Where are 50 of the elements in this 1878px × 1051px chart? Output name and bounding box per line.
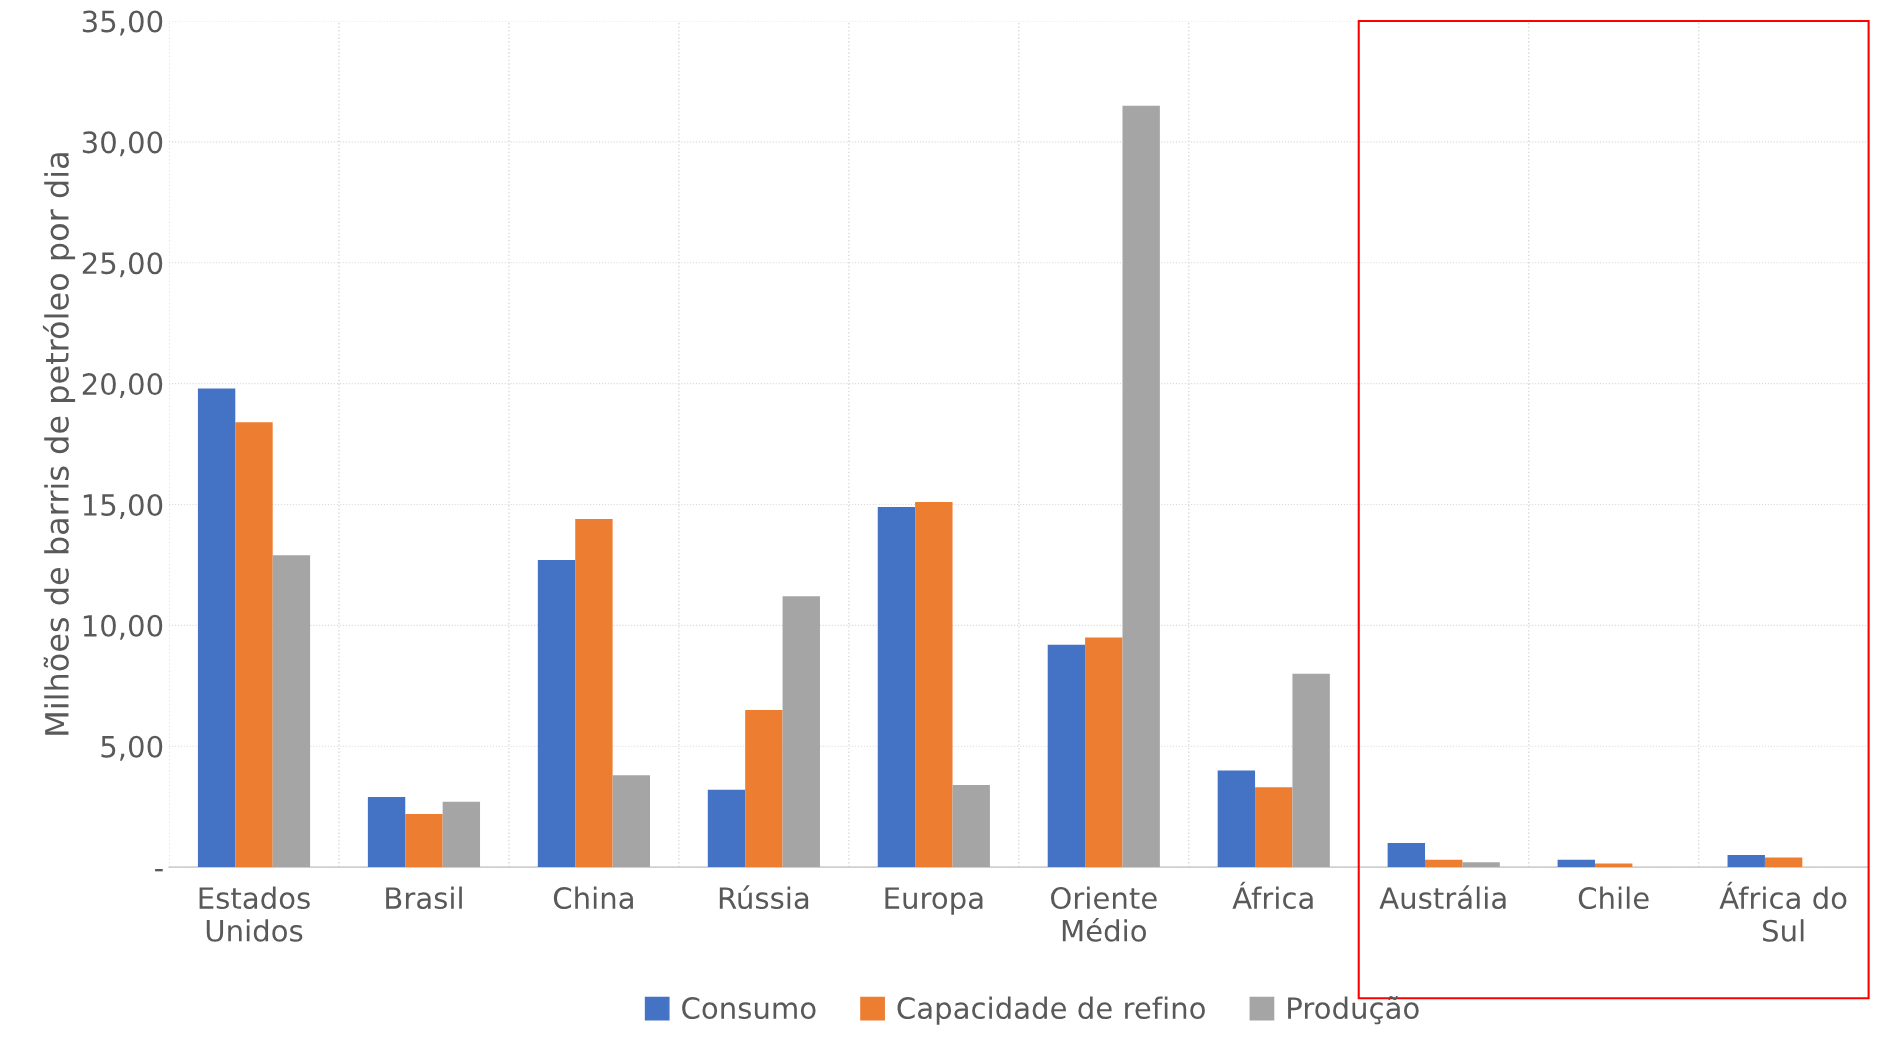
bar bbox=[1727, 854, 1765, 868]
x-tick-label: China bbox=[553, 886, 633, 910]
bar bbox=[745, 709, 783, 868]
x-tick-label: Chile bbox=[1578, 886, 1649, 910]
bar bbox=[367, 796, 406, 868]
y-tick-label: - bbox=[155, 869, 163, 872]
y-tick-label: 5,00 bbox=[101, 735, 163, 761]
bar bbox=[1764, 857, 1803, 868]
bar bbox=[1122, 105, 1160, 868]
bar bbox=[1047, 644, 1086, 868]
x-tick-label: Europa bbox=[885, 887, 983, 915]
x-tick-label: Austrália bbox=[1379, 885, 1506, 910]
y-tick-label: 35,00 bbox=[82, 10, 163, 36]
bar bbox=[782, 596, 820, 868]
bar bbox=[272, 555, 311, 868]
y-tick-label: 25,00 bbox=[82, 252, 163, 278]
x-tick-label: Brasil bbox=[386, 886, 462, 910]
y-tick-label: 10,00 bbox=[83, 614, 163, 640]
bar bbox=[197, 388, 236, 868]
x-tick-label: Oriente Médio bbox=[1051, 886, 1157, 942]
bar bbox=[442, 801, 481, 868]
bar bbox=[1292, 673, 1330, 868]
bar bbox=[1217, 770, 1256, 868]
bar bbox=[1462, 862, 1500, 868]
bar bbox=[915, 502, 953, 868]
bar bbox=[612, 775, 650, 868]
bar bbox=[877, 506, 916, 868]
y-tick-label: 30,00 bbox=[82, 131, 163, 157]
bar bbox=[575, 518, 613, 868]
bar bbox=[1255, 787, 1293, 868]
bar bbox=[1085, 637, 1123, 868]
x-tick-label: África do Sul bbox=[1719, 881, 1847, 942]
x-tick-label: Rússia bbox=[719, 885, 809, 910]
bar bbox=[1557, 859, 1595, 868]
y-axis-title: Milhões de barris de petróleo por dia bbox=[42, 153, 76, 735]
legend-label: Capacidade de refino bbox=[897, 996, 1205, 1025]
bar bbox=[405, 813, 443, 868]
y-tick-label: 15,00 bbox=[83, 493, 163, 519]
bar bbox=[235, 422, 273, 868]
bar bbox=[1425, 859, 1463, 868]
bar bbox=[707, 789, 746, 868]
bar bbox=[1594, 863, 1633, 868]
legend-label: Produção bbox=[1288, 996, 1419, 1025]
legend-label: Consumo bbox=[682, 997, 816, 1020]
bar bbox=[952, 784, 990, 868]
bar bbox=[1387, 842, 1426, 868]
y-tick-label: 20,00 bbox=[82, 373, 163, 399]
x-tick-label: Estados Unidos bbox=[199, 886, 310, 942]
x-tick-label: África bbox=[1232, 881, 1313, 910]
bar bbox=[537, 560, 576, 868]
